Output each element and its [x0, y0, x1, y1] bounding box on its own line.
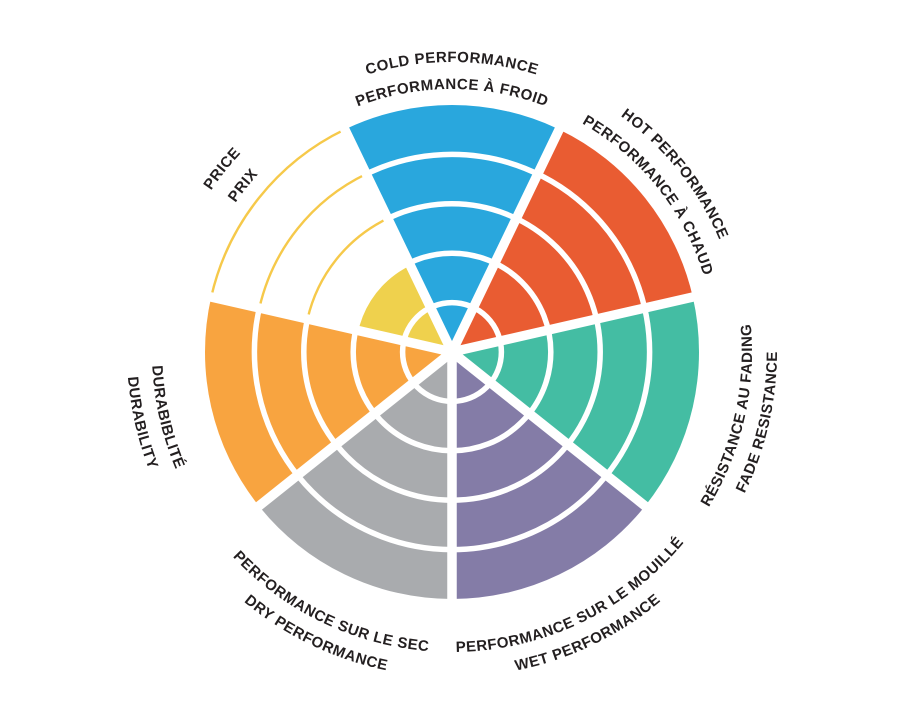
sector-separator [449, 348, 658, 518]
sector-separator [246, 348, 455, 518]
empty-ring-outline-price [210, 128, 346, 298]
sector-durability [204, 297, 452, 506]
empty-ring-outline-price [258, 172, 367, 309]
empty-ring-outline-price [306, 217, 389, 320]
sector-separator [450, 289, 706, 357]
sector-fade-resistance [452, 297, 700, 506]
label-text: COLD PERFORMANCE [364, 49, 540, 79]
hub [443, 343, 461, 361]
label-cold-performance-line1: COLD PERFORMANCE [364, 49, 541, 79]
label-price-line2: PRIX [225, 165, 262, 205]
sector-cold-performance [344, 104, 560, 352]
sector-dry-performance [258, 352, 452, 599]
sector-separator [335, 116, 457, 355]
sector-separator [198, 289, 454, 357]
label-text: PRIX [225, 165, 261, 205]
sector-wet-performance [452, 352, 646, 599]
sector-hot-performance [452, 129, 693, 352]
sector-separator [447, 116, 569, 355]
